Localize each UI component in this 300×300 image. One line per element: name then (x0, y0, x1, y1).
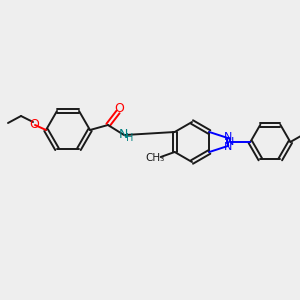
Text: H: H (126, 133, 134, 143)
Text: N: N (224, 132, 232, 142)
Text: N: N (224, 142, 232, 152)
Text: N: N (118, 128, 128, 140)
Text: N: N (226, 137, 235, 147)
Text: O: O (29, 118, 39, 130)
Text: O: O (114, 103, 124, 116)
Text: CH₃: CH₃ (145, 153, 164, 163)
